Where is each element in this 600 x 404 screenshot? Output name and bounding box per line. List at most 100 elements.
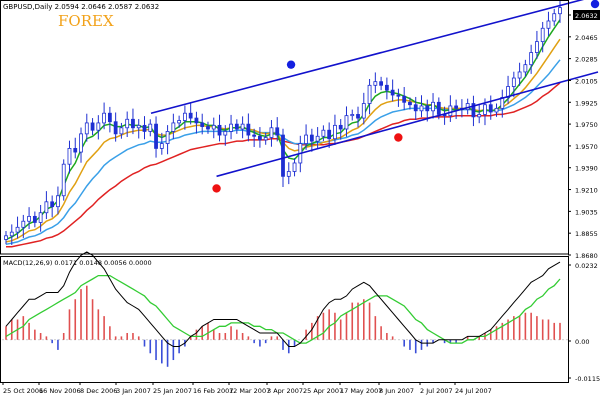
brand-label: FOREX [58, 12, 114, 30]
macd-title: MACD(12,26,9) 0.0171 0.0148 0.0056 0.000… [3, 259, 152, 267]
candle-body [91, 123, 94, 130]
candle-body [183, 113, 186, 120]
candle-body [247, 124, 250, 135]
price-tick-label: 1.8855 [575, 230, 598, 238]
candle-body [114, 122, 117, 134]
candle-body [535, 42, 538, 53]
candle-body [80, 134, 83, 152]
candle-body [155, 124, 158, 148]
candle-body [374, 82, 377, 86]
candle-body [56, 196, 59, 207]
candle-body [559, 8, 562, 14]
macd-tick-label: 0.0232 [575, 262, 598, 270]
candle-body [241, 124, 244, 129]
date-tick-label: 8 Dec 2006 [80, 387, 117, 395]
candle-body [449, 106, 452, 116]
candle-body [403, 96, 406, 102]
date-tick-label: 25 Jan 2007 [153, 387, 192, 395]
price-tick-label: 1.9750 [575, 121, 598, 129]
pivot-low-marker [212, 184, 220, 192]
candle-body [276, 128, 279, 135]
price-tick-label: 1.9925 [575, 99, 598, 107]
price-tick-label: 2.0285 [575, 56, 598, 64]
candle-body [264, 137, 267, 139]
candle-body [351, 114, 354, 115]
candle-body [518, 72, 521, 78]
candle-body [10, 232, 13, 236]
candle-body [426, 106, 429, 111]
candle-body [201, 123, 204, 127]
candle-body [206, 127, 209, 129]
date-tick-label: 16 Feb 2007 [193, 387, 233, 395]
candle-body [28, 216, 31, 221]
candle-body [420, 106, 423, 111]
candle-body [368, 85, 371, 103]
candle-body [16, 227, 19, 232]
candle-body [143, 125, 146, 131]
candle-body [362, 104, 365, 119]
candle-body [512, 78, 515, 86]
candle-body [235, 124, 238, 129]
candle-body [172, 123, 175, 131]
candle-body [137, 125, 140, 127]
candle-body [195, 118, 198, 123]
date-tick-label: 25 Oct 2006 [3, 387, 43, 395]
macd-tick-label: 0.00 [575, 338, 589, 346]
candle-body [166, 131, 169, 143]
candle-body [230, 124, 233, 131]
candle-body [391, 90, 394, 95]
price-tick-label: 1.8680 [575, 252, 598, 260]
date-tick-label: 17 May 2007 [340, 387, 382, 395]
symbol-info: GBPUSD,Daily 2.0594 2.0646 2.0587 2.0632 [3, 3, 159, 11]
date-tick-label: 16 Nov 2006 [39, 387, 81, 395]
candle-body [224, 131, 227, 135]
candle-body [547, 21, 550, 28]
candle-body [287, 171, 290, 176]
date-tick-label: 2 Jul 2007 [420, 387, 453, 395]
price-tick-label: 2.0105 [575, 77, 598, 85]
candle-body [345, 116, 348, 129]
candle-body [478, 114, 481, 116]
candle-body [483, 105, 486, 115]
candle-body [108, 113, 111, 121]
candle-body [120, 128, 123, 134]
candle-body [45, 202, 48, 213]
candle-body [178, 121, 181, 123]
price-tick-label: 1.9035 [575, 208, 598, 216]
candle-body [408, 102, 411, 104]
candle-body [380, 82, 383, 86]
candle-body [489, 105, 492, 112]
pivot-high-marker [287, 60, 295, 68]
candle-body [333, 125, 336, 138]
candle-body [293, 163, 296, 171]
date-tick-label: 8 Jun 2007 [379, 387, 414, 395]
date-tick-label: 12 Mar 2007 [229, 387, 270, 395]
candle-body [397, 95, 400, 96]
candle-body [189, 113, 192, 118]
candle-body [126, 119, 129, 127]
candle-body [218, 125, 221, 135]
date-tick-label: 24 Jul 2007 [455, 387, 492, 395]
date-tick-label: 25 Apr 2007 [303, 387, 343, 395]
candle-body [322, 130, 325, 136]
candle-body [553, 14, 556, 21]
candle-body [432, 102, 435, 110]
pivot-low-marker [394, 133, 402, 141]
candle-body [33, 216, 36, 222]
candle-body [316, 136, 319, 141]
price-tick-label: 2.0632 [575, 12, 598, 20]
candle-body [328, 130, 331, 138]
candle-body [258, 136, 261, 140]
candle-body [62, 164, 65, 196]
candle-body [305, 135, 308, 143]
candle-body [51, 202, 54, 207]
candle-body [97, 123, 100, 130]
candle-body [455, 106, 458, 108]
price-tick-label: 1.9390 [575, 165, 598, 173]
date-tick-label: 3 Apr 2007 [267, 387, 303, 395]
candle-body [85, 123, 88, 134]
pivot-high-marker [591, 0, 599, 8]
candle-body [5, 236, 8, 240]
